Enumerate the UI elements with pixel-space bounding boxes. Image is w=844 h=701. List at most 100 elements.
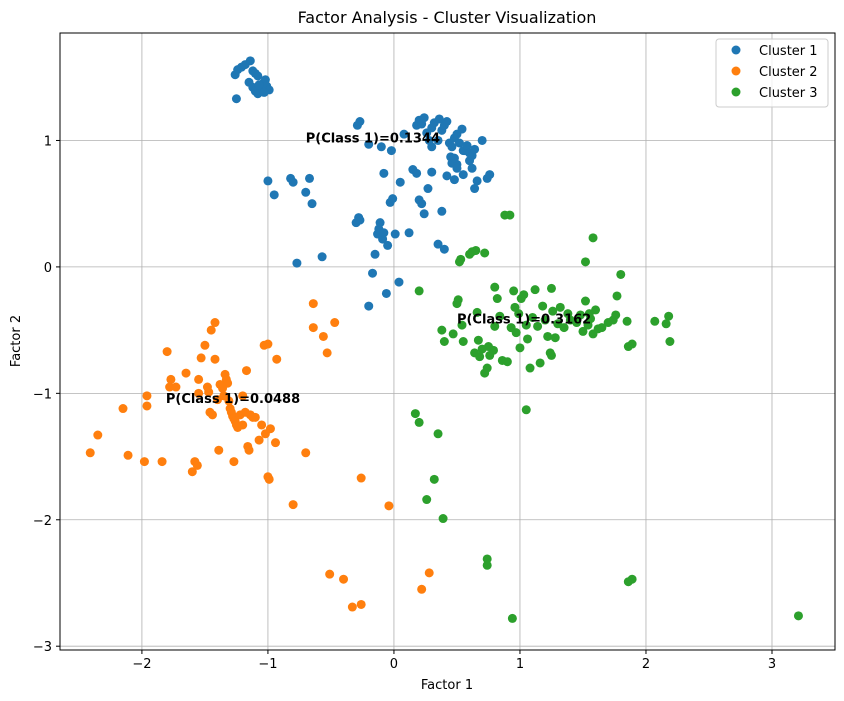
cluster-1-point [375, 218, 385, 228]
cluster-1-point [427, 142, 437, 152]
cluster-1-point [263, 176, 273, 186]
cluster-2-point [194, 388, 204, 398]
cluster-1-point [442, 171, 452, 181]
cluster-1-point [462, 141, 472, 151]
cluster-2-point [123, 450, 133, 460]
cluster-1-point [307, 199, 317, 209]
cluster-3-point [414, 286, 424, 296]
cluster-1-point [452, 163, 462, 173]
cluster-2-point [384, 501, 394, 511]
cluster-3-point [438, 514, 448, 524]
legend-entry-label: Cluster 3 [759, 86, 818, 101]
cluster-1-point [404, 228, 414, 238]
cluster-2-point [229, 457, 239, 467]
cluster-3-point [492, 294, 502, 304]
legend-box [715, 38, 829, 108]
cluster-3-point [584, 309, 594, 319]
cluster-1-point [379, 228, 389, 238]
cluster-3-point [480, 248, 490, 258]
cluster-2-point [85, 448, 95, 458]
cluster-1-point [288, 177, 298, 187]
legend: Cluster 1 Cluster 2 Cluster 3 [715, 38, 829, 108]
y-tick-label: −2 [33, 514, 52, 529]
cluster-2-point [308, 323, 318, 333]
cluster-3-point [521, 405, 531, 415]
y-tick-label: 1 [44, 134, 52, 149]
cluster-3-point [495, 311, 505, 321]
legend-marker [731, 45, 741, 55]
cluster-1-point [292, 258, 302, 268]
cluster-2-point [165, 382, 175, 392]
x-tick-label: −2 [132, 657, 151, 672]
cluster-1-point [231, 94, 241, 104]
cluster-3-point [661, 319, 671, 329]
cluster-3-point [505, 210, 515, 220]
x-tick-label: 2 [642, 657, 650, 672]
x-tick-label: 3 [768, 657, 776, 672]
cluster-2-point [254, 435, 264, 445]
cluster-1-point [412, 168, 422, 178]
legend-entry-label: Cluster 1 [759, 44, 818, 59]
cluster-3-point [575, 310, 585, 320]
cluster-1-point [427, 167, 437, 177]
cluster-1-point [454, 138, 464, 148]
cluster-3-point [509, 286, 519, 296]
cluster-3-point [548, 306, 558, 316]
cluster-3-point [540, 315, 550, 325]
cluster-1-point [437, 206, 447, 216]
cluster-1-point [388, 194, 398, 204]
cluster-2-point [301, 448, 311, 458]
chart-title: Factor Analysis - Cluster Visualization [298, 8, 597, 27]
cluster-2-point [139, 457, 149, 467]
y-axis-label: Factor 2 [9, 315, 24, 367]
cluster-3-point [612, 291, 622, 301]
cluster-1-point [253, 71, 263, 81]
cluster-1-point [449, 153, 459, 163]
cluster-3-point [433, 429, 443, 439]
cluster-3-point [572, 318, 582, 328]
cluster-3-point [482, 560, 492, 570]
cluster-3-point [482, 554, 492, 564]
cluster-3-point [543, 331, 553, 341]
cluster-1-point [433, 135, 443, 145]
cluster-3-point [665, 337, 675, 346]
cluster-3-point [546, 350, 556, 360]
y-tick-label: 0 [44, 261, 52, 276]
cluster-3-point [616, 269, 626, 279]
cluster-3-point [523, 334, 533, 344]
cluster-1-point [379, 168, 389, 178]
cluster-2-point [142, 391, 152, 401]
cluster-3-point [475, 352, 485, 362]
cluster-3-point [597, 323, 607, 333]
cluster-1-point [417, 119, 427, 129]
cluster-3-point [664, 311, 674, 321]
cluster-3-point [793, 611, 803, 621]
y-tick-label: −1 [33, 387, 52, 402]
cluster-2-point [238, 420, 248, 430]
cluster-2-point [424, 568, 434, 578]
cluster-3-point [515, 343, 525, 353]
cluster-2-point [272, 354, 282, 364]
cluster-1-point [355, 117, 365, 127]
cluster-2-point [417, 584, 427, 594]
cluster-2-point [325, 569, 335, 579]
cluster-2-point [93, 430, 103, 440]
cluster-1-point [442, 117, 452, 127]
cluster-2-point [265, 424, 275, 434]
cluster-2-point [207, 410, 217, 420]
cluster-1-point [386, 146, 396, 156]
cluster-2-point [171, 382, 181, 392]
cluster-1-point [390, 229, 400, 239]
cluster-2-point [192, 460, 202, 470]
axis-ticks: −2 −1 0 1 2 3 −3 −2 −1 0 1 [33, 134, 776, 672]
cluster-3-point [437, 325, 447, 335]
cluster-1-point [254, 80, 264, 90]
cluster-2-point [288, 500, 298, 510]
cluster-3-point [490, 282, 500, 292]
cluster-3-point [453, 295, 463, 305]
plot-frame [59, 32, 836, 651]
cluster-2-point [356, 599, 366, 609]
cluster-1-point [355, 215, 365, 225]
cluster-3-point [559, 323, 569, 333]
